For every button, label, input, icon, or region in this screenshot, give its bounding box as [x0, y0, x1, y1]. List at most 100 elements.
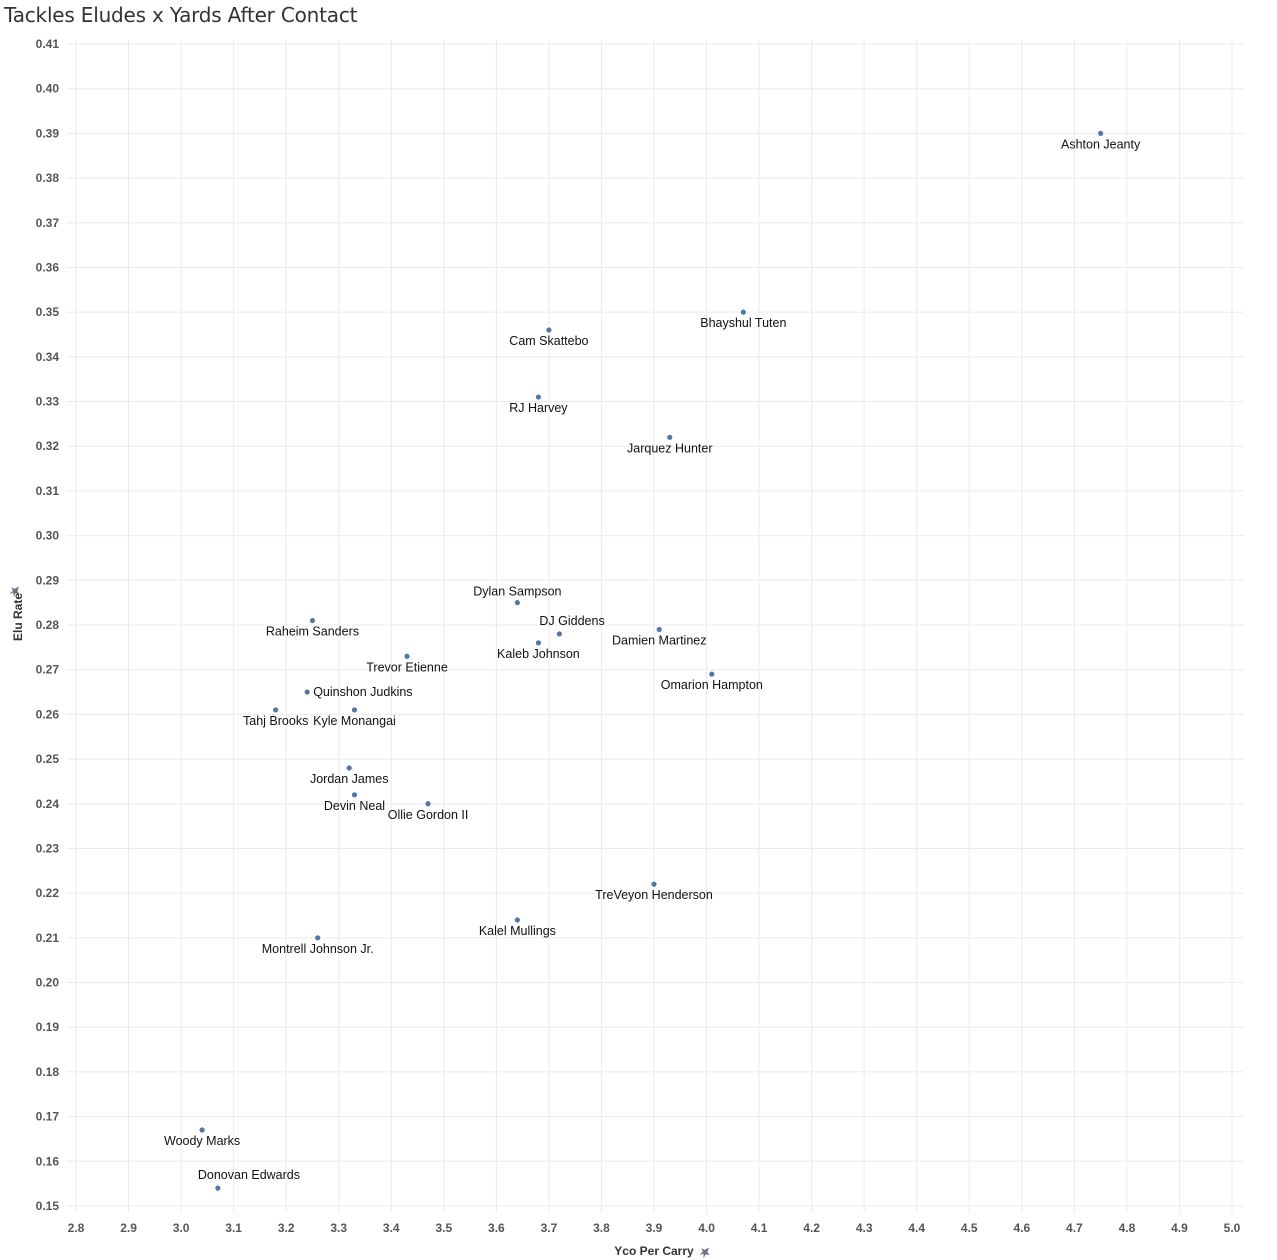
point-label: Kalel Mullings [479, 924, 556, 938]
grid-layer [67, 40, 1244, 1213]
point-label: Tahj Brooks [243, 714, 308, 728]
data-point[interactable] [273, 707, 279, 713]
x-axis-title: Yco Per Carry [614, 1244, 694, 1258]
x-tick-label: 4.2 [803, 1221, 820, 1235]
y-tick-label: 0.20 [36, 976, 60, 990]
y-tick-label: 0.25 [36, 752, 60, 766]
y-tick-label: 0.33 [36, 395, 60, 409]
y-tick-label: 0.40 [36, 82, 60, 96]
x-tick-label: 4.6 [1013, 1221, 1030, 1235]
x-tick-label: 3.7 [541, 1221, 558, 1235]
data-point[interactable] [1098, 130, 1104, 136]
y-tick-label: 0.16 [36, 1154, 60, 1168]
data-point[interactable] [740, 309, 746, 315]
x-tick-label: 3.3 [330, 1221, 347, 1235]
data-points [199, 130, 1104, 1191]
point-label: Jarquez Hunter [627, 441, 712, 455]
y-tick-label: 0.28 [36, 618, 60, 632]
data-point[interactable] [556, 631, 563, 637]
y-tick-label: 0.30 [36, 529, 60, 543]
point-label: Raheim Sanders [266, 625, 359, 639]
x-tick-label: 4.1 [751, 1221, 768, 1235]
point-label: Cam Skattebo [509, 334, 588, 348]
x-tick-label: 4.7 [1066, 1221, 1083, 1235]
y-tick-label: 0.21 [36, 931, 60, 945]
point-label: Quinshon Judkins [313, 685, 412, 699]
data-point[interactable] [215, 1185, 221, 1191]
x-tick-label: 3.1 [225, 1221, 242, 1235]
y-tick-label: 0.27 [36, 663, 60, 677]
y-axis-pin-icon[interactable] [7, 583, 23, 599]
y-axis-title: Elu Rate [11, 593, 25, 641]
point-label: RJ Harvey [509, 401, 568, 415]
y-tick-label: 0.19 [36, 1020, 60, 1034]
point-label: Devin Neal [324, 799, 385, 813]
data-point[interactable] [667, 434, 673, 440]
y-tick-label: 0.24 [36, 797, 60, 811]
point-labels: Ashton Jeanty Bhayshul Tuten Cam Skattebo R… [164, 137, 1141, 1182]
data-point[interactable] [346, 765, 352, 771]
x-tick-label: 3.5 [435, 1221, 452, 1235]
point-label: Ollie Gordon II [388, 808, 469, 822]
data-point[interactable] [425, 801, 431, 807]
y-axis-ticks: 0.15 0.16 0.17 0.18 0.19 0.20 0.21 0.22 0.23 0.24… [36, 37, 60, 1213]
point-label: Damien Martinez [612, 633, 706, 647]
data-point[interactable] [514, 917, 520, 923]
point-label: TreVeyon Henderson [595, 888, 713, 902]
data-point[interactable] [709, 671, 715, 677]
x-tick-label: 4.5 [961, 1221, 978, 1235]
x-tick-label: 3.8 [593, 1221, 610, 1235]
data-point[interactable] [651, 881, 657, 887]
y-tick-label: 0.36 [36, 260, 60, 274]
y-tick-label: 0.18 [36, 1065, 60, 1079]
y-tick-label: 0.37 [36, 216, 60, 230]
data-point[interactable] [315, 935, 321, 941]
point-label: Woody Marks [164, 1134, 240, 1148]
y-tick-label: 0.29 [36, 573, 60, 587]
point-label: Omarion Hampton [661, 678, 763, 692]
x-tick-label: 3.0 [173, 1221, 190, 1235]
y-tick-label: 0.32 [36, 439, 60, 453]
x-tick-label: 2.8 [68, 1221, 85, 1235]
data-point[interactable] [199, 1127, 205, 1133]
x-axis-pin-icon[interactable] [697, 1244, 713, 1260]
x-tick-label: 4.0 [698, 1221, 715, 1235]
data-point[interactable] [535, 640, 542, 646]
y-tick-label: 0.31 [36, 484, 60, 498]
x-tick-label: 3.2 [278, 1221, 295, 1235]
point-label: DJ Giddens [539, 614, 604, 628]
data-point[interactable] [351, 792, 358, 798]
data-point[interactable] [404, 653, 410, 659]
y-tick-label: 0.17 [36, 1110, 60, 1124]
y-tick-label: 0.35 [36, 305, 60, 319]
y-tick-label: 0.39 [36, 126, 60, 140]
y-tick-label: 0.26 [36, 707, 60, 721]
point-label: Trevor Etienne [366, 660, 448, 674]
y-tick-label: 0.23 [36, 841, 60, 855]
data-point[interactable] [656, 626, 662, 633]
x-tick-label: 3.6 [488, 1221, 505, 1235]
x-tick-label: 2.9 [120, 1221, 137, 1235]
x-tick-label: 5.0 [1224, 1221, 1241, 1235]
y-tick-label: 0.34 [36, 350, 60, 364]
point-label: Dylan Sampson [473, 585, 561, 599]
x-tick-label: 3.9 [646, 1221, 663, 1235]
point-label: Montrell Johnson Jr. [262, 942, 374, 956]
data-point[interactable] [304, 689, 310, 695]
y-tick-label: 0.15 [36, 1199, 60, 1213]
y-tick-label: 0.38 [36, 171, 60, 185]
chart-title: Tackles Eludes x Yards After Contact [4, 3, 358, 27]
point-label: Donovan Edwards [198, 1168, 300, 1182]
data-point[interactable] [514, 600, 520, 606]
data-point[interactable] [351, 707, 358, 713]
point-label: Jordan James [310, 772, 389, 786]
point-label: Kaleb Johnson [497, 647, 580, 661]
x-tick-label: 4.8 [1119, 1221, 1136, 1235]
data-point[interactable] [535, 394, 542, 400]
data-point[interactable] [546, 327, 552, 333]
point-label: Kyle Monangai [313, 714, 396, 728]
point-label: Bhayshul Tuten [700, 316, 786, 330]
x-tick-label: 4.3 [856, 1221, 873, 1235]
data-point[interactable] [309, 617, 316, 624]
